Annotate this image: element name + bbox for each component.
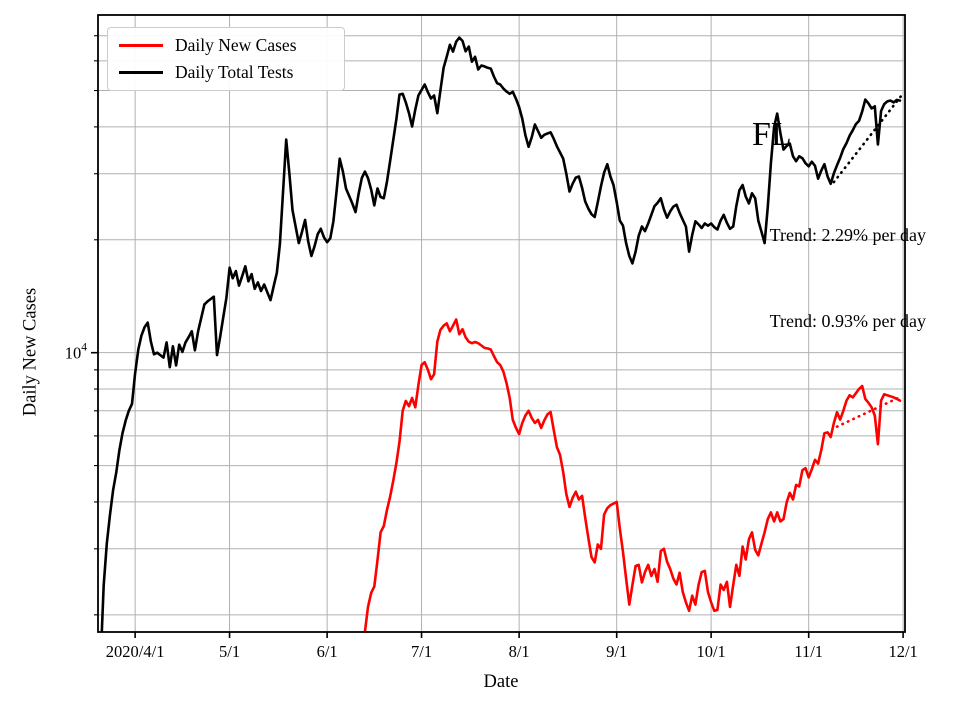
- x-tick-label: 2020/4/1: [106, 642, 165, 661]
- series-line-daily-total-tests: [100, 36, 902, 632]
- x-tick-label: 7/1: [411, 642, 432, 661]
- trend-dotted-line-daily-total-tests: [832, 94, 903, 184]
- y-axis-label: Daily New Cases: [20, 287, 41, 417]
- x-tick-label: 6/1: [317, 642, 338, 661]
- y-tick-label: 104: [65, 342, 88, 363]
- x-tick-label: 8/1: [509, 642, 530, 661]
- series-line-daily-new-cases: [363, 318, 902, 632]
- x-tick-label: 10/1: [696, 642, 725, 661]
- x-tick-label: 12/1: [888, 642, 917, 661]
- state-annotation: FL: [752, 116, 792, 153]
- legend-label: Daily New Cases: [175, 35, 297, 55]
- legend: Daily New Cases Daily Total Tests: [107, 27, 345, 91]
- legend-item-daily-total-tests: Daily Total Tests: [119, 61, 344, 82]
- x-axis-label: Date: [483, 672, 519, 692]
- tests-trend-annotation: Trend: 2.29% per day: [769, 225, 926, 245]
- x-tick-label: 5/1: [219, 642, 240, 661]
- legend-label: Daily Total Tests: [175, 61, 294, 82]
- legend-item-daily-new-cases: Daily New Cases: [119, 35, 344, 55]
- tests-line-swatch: [119, 70, 163, 74]
- trend-dotted-line-daily-new-cases: [835, 395, 903, 428]
- x-tick-label: 11/1: [794, 642, 823, 661]
- cases-line-swatch: [119, 44, 163, 48]
- plot-border: [97, 14, 906, 633]
- cases-trend-annotation: Trend: 0.93% per day: [769, 311, 926, 331]
- x-tick-label: 9/1: [606, 642, 627, 661]
